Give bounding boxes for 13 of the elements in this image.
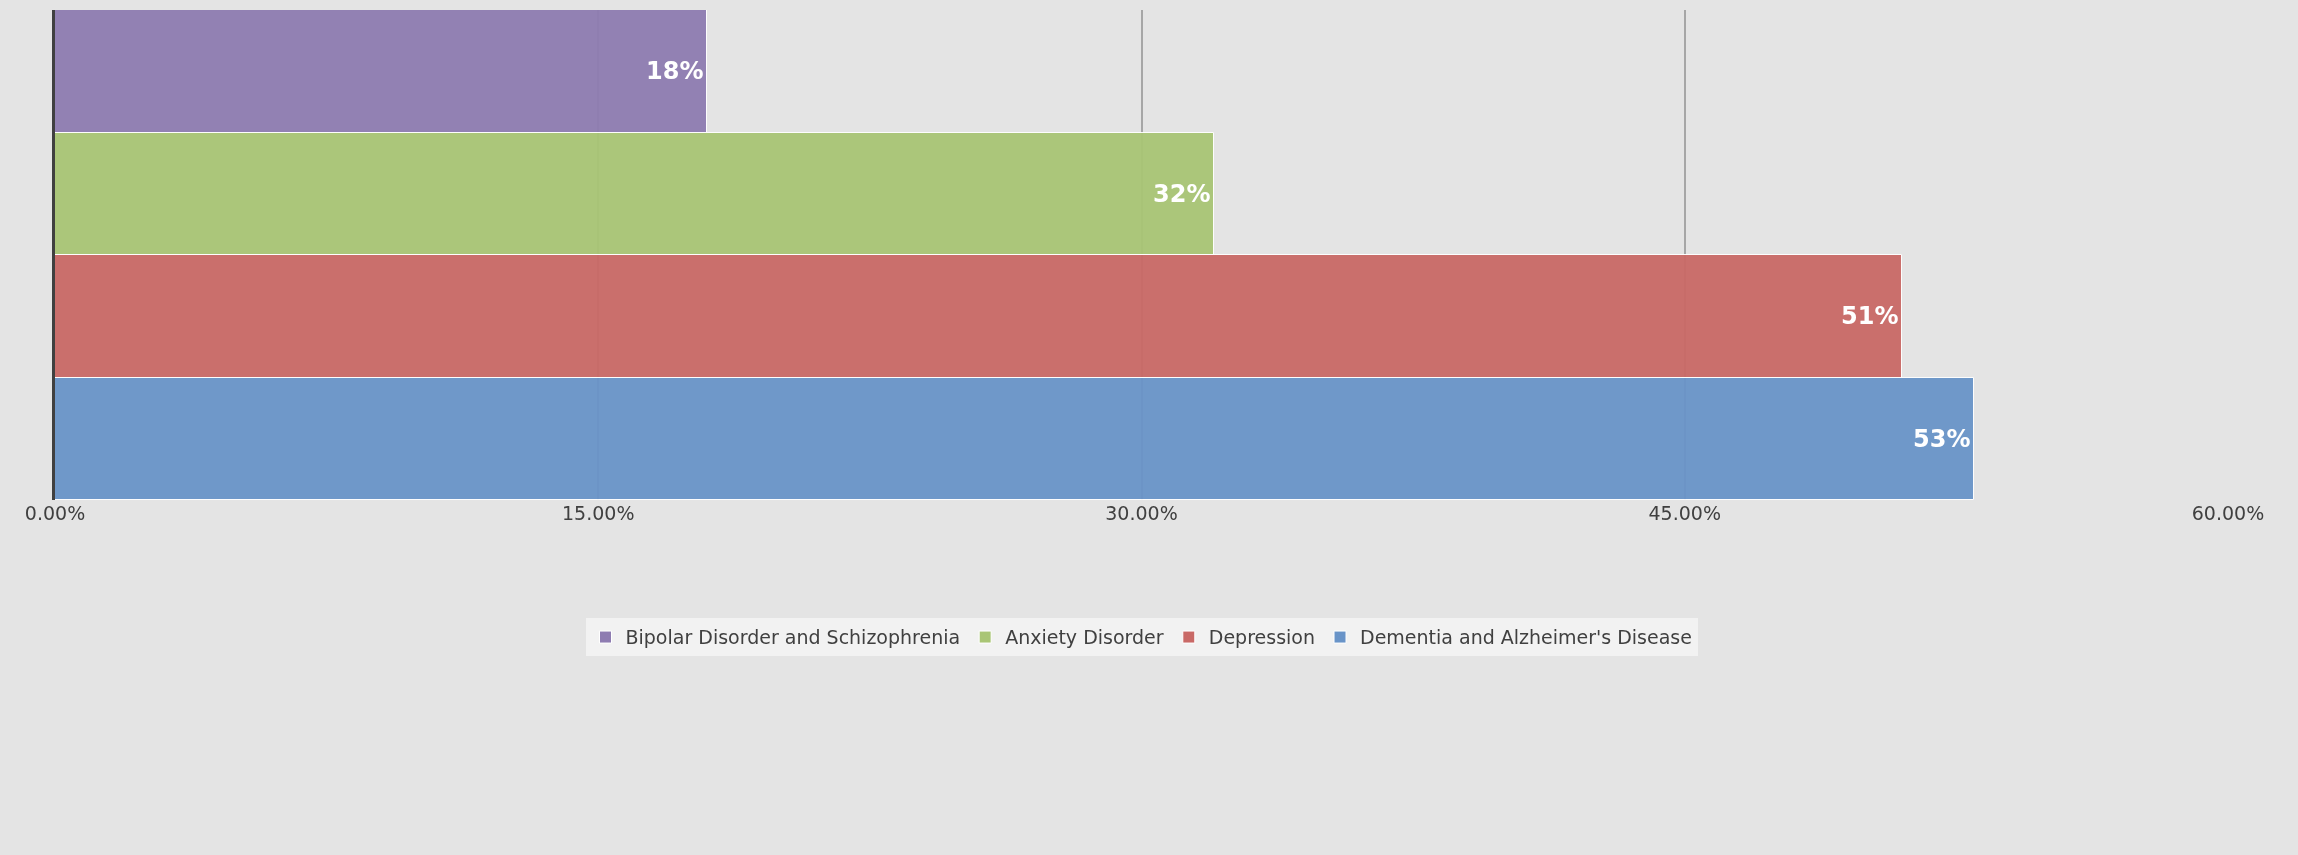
legend-label: Anxiety Disorder bbox=[1005, 626, 1164, 649]
x-tick-label: 45.00% bbox=[1648, 502, 1721, 524]
x-tick-label: 15.00% bbox=[562, 502, 635, 524]
legend-label: Depression bbox=[1208, 626, 1316, 649]
x-tick-label: 0.00% bbox=[24, 502, 86, 524]
data-label: 53% bbox=[1913, 424, 1971, 453]
data-label: 51% bbox=[1841, 302, 1899, 330]
legend-label: Bipolar Disorder and Schizophrenia bbox=[625, 626, 961, 649]
x-tick-label: 30.00% bbox=[1105, 502, 1178, 524]
data-label: 32% bbox=[1153, 179, 1211, 208]
x-tick-label: 60.00% bbox=[2191, 502, 2265, 524]
data-label: 18% bbox=[646, 57, 704, 85]
legend-label: Dementia and Alzheimer's Disease bbox=[1360, 626, 1692, 649]
